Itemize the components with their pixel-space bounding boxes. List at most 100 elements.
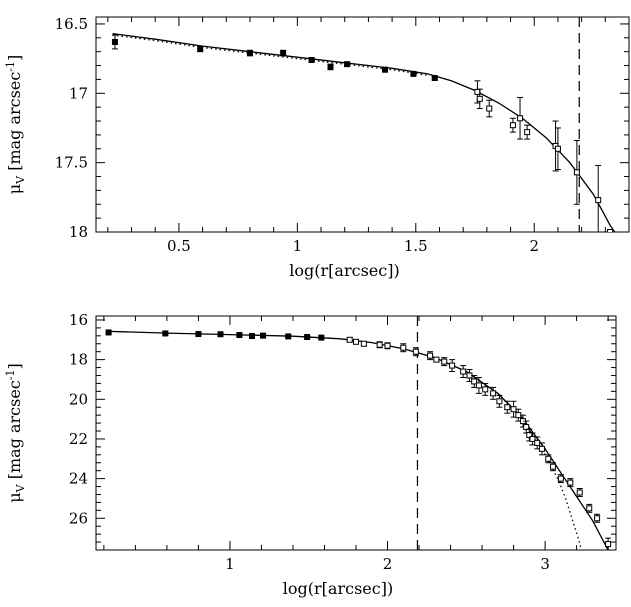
plot-area [111, 17, 616, 232]
y-tick-label: 26 [69, 509, 88, 527]
data-point-open [523, 424, 530, 431]
plot-frame [95, 315, 617, 551]
y-axis-label-part: -1 [4, 61, 17, 72]
data-point-open [545, 455, 552, 462]
data-point-open [549, 463, 556, 470]
data-point-open [482, 386, 489, 393]
data-point-filled [431, 75, 438, 82]
data-point-open [573, 169, 580, 176]
data-point-filled [162, 330, 169, 337]
data-point-filled [318, 334, 325, 341]
data-point-filled [304, 334, 311, 341]
data-point-open [433, 356, 440, 363]
data-point-open [474, 88, 481, 95]
data-point-open [529, 435, 536, 442]
x-axis-label: log(r[arcsec]) [283, 579, 393, 598]
data-point-open [554, 145, 561, 152]
data-point-open [607, 229, 614, 232]
x-tick-label: 3 [540, 555, 550, 573]
plot-area [105, 316, 612, 550]
x-tick-label: 0.5 [167, 237, 191, 255]
data-point-open [486, 105, 493, 112]
data-point-open [595, 197, 602, 204]
plot-frame [95, 16, 630, 233]
data-point-open [400, 344, 407, 351]
data-point-filled [246, 50, 253, 57]
data-point-open [567, 479, 574, 486]
data-point-open [557, 475, 564, 482]
y-tick-label: 16 [69, 311, 88, 329]
data-point-open [490, 390, 497, 397]
data-point-open [449, 362, 456, 369]
data-point-filled [249, 333, 255, 340]
y-tick-label: 17.5 [55, 154, 88, 172]
y-axis-label-part: [mag arcsec [5, 72, 24, 176]
data-point-open [427, 352, 434, 359]
y-tick-label: 18 [69, 351, 88, 369]
y-tick-label: 20 [69, 390, 88, 408]
data-point-filled [105, 329, 112, 336]
data-point-open [586, 505, 593, 512]
data-point-filled [236, 332, 243, 339]
y-tick-label: 17 [69, 84, 88, 102]
data-point-filled [344, 61, 351, 68]
y-axis-label-part: μ [5, 492, 24, 502]
x-tick-label: 1.5 [404, 237, 428, 255]
y-axis-label-part: V [14, 175, 27, 185]
y-tick-label: 24 [69, 470, 88, 488]
x-axis-label: log(r[arcsec]) [289, 261, 399, 280]
y-tick-label: 18 [69, 223, 88, 241]
data-point-open [441, 358, 448, 365]
y-tick-label: 22 [69, 430, 88, 448]
y-axis-label-part: ] [5, 363, 24, 369]
y-tick-label: 16.5 [55, 15, 88, 33]
data-point-filled [195, 331, 202, 338]
y-axis-label-part: [mag arcsec [5, 380, 24, 484]
y-axis-label-part: ] [5, 55, 24, 61]
data-point-open [504, 404, 511, 411]
data-point-filled [410, 70, 417, 77]
data-point-open [460, 368, 467, 375]
y-axis-label: μV [mag arcsec-1] [4, 55, 27, 194]
solid-model-curve [112, 32, 616, 232]
data-point-open [360, 340, 367, 347]
y-axis-label-part: -1 [4, 370, 17, 381]
data-point-open [524, 129, 531, 136]
data-point-open [384, 342, 391, 349]
dotted-model-curve [497, 392, 582, 550]
x-tick-label: 1 [225, 555, 235, 573]
data-point-open [538, 445, 545, 452]
solid-model-curve [106, 330, 609, 550]
data-point-filled [308, 57, 315, 63]
data-point-open [471, 378, 478, 385]
data-point-open [376, 341, 383, 348]
y-axis-label-part: μ [5, 184, 24, 194]
data-point-open [476, 95, 483, 102]
data-point-filled [382, 66, 389, 73]
data-point-open [475, 382, 482, 389]
data-point-open [594, 515, 601, 522]
data-point-filled [197, 45, 204, 52]
data-point-open [526, 431, 533, 438]
data-point-open [496, 398, 503, 405]
data-point-open [353, 338, 359, 345]
y-axis-label-part: V [14, 483, 27, 493]
data-point-open [517, 115, 524, 122]
x-tick-label: 2 [529, 237, 539, 255]
panel-top: 0.5 1 1.5 2 16.5 17 17.5 18 log(r[arcsec]) μV [ma… [4, 15, 630, 280]
data-point-filled [111, 38, 118, 45]
data-point-open [576, 489, 583, 496]
data-point-filled [217, 331, 224, 338]
panel-bottom: 1 2 3 16 18 20 22 24 26 log(r[arcsec]) μV [mag arc… [4, 311, 617, 598]
data-point-open [346, 336, 353, 343]
data-point-open [605, 541, 612, 548]
x-tick-label: 2 [383, 555, 393, 573]
data-point-filled [327, 63, 334, 70]
data-point-filled [285, 333, 292, 340]
dotted-model-curve [112, 34, 428, 76]
y-axis-label: μV [mag arcsec-1] [4, 363, 27, 502]
data-point-filled [260, 332, 267, 339]
x-tick-label: 1 [293, 237, 303, 255]
